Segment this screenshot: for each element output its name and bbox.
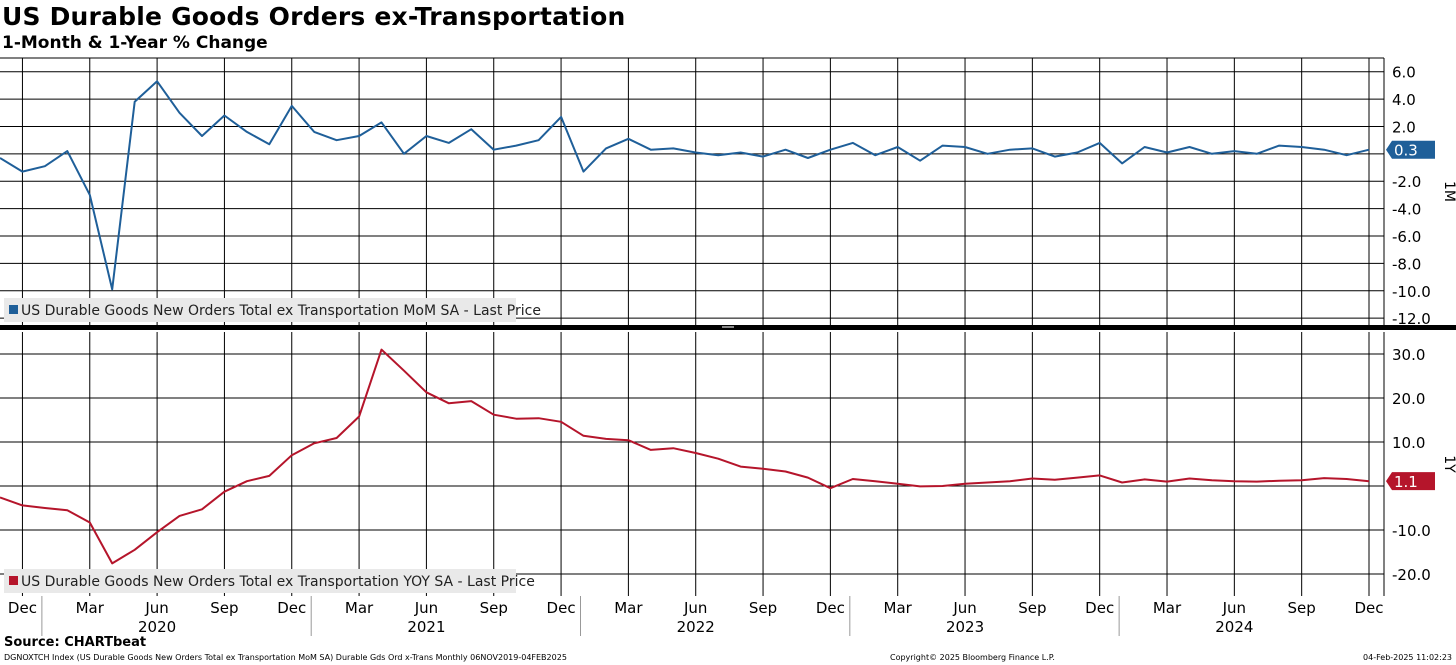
yoy-last-value-tag	[1386, 472, 1435, 491]
mom-legend-swatch	[9, 305, 18, 314]
x-tick-label: Sep	[749, 599, 777, 617]
mom-ytick-label: 2.0	[1392, 118, 1416, 136]
yoy-ytick-label: 20.0	[1392, 390, 1425, 408]
chart-subtitle: 1-Month & 1-Year % Change	[2, 33, 268, 53]
yoy-legend-swatch	[9, 576, 18, 585]
x-tick-label: Mar	[884, 599, 913, 617]
mom-panel: 6.0 4.0 2.0 -2.0 -4.0 -6.0 -8.0 -10.0 -12.0 0.3 1M…	[0, 58, 1456, 328]
yoy-panel: 30.0 20.0 10.0 -10.0 -20.0 1.1 1Y US Durable Go…	[0, 332, 1456, 596]
yoy-series-line	[0, 348, 1370, 565]
yoy-ytick-label: 30.0	[1392, 346, 1425, 364]
mom-ytick-label: 6.0	[1392, 64, 1416, 82]
mom-ytick-label: 4.0	[1392, 91, 1416, 109]
chart-title: US Durable Goods Orders ex-Transportatio…	[2, 2, 626, 31]
yoy-last-value-label: 1.1	[1394, 473, 1418, 491]
x-tick-label: Jun	[952, 599, 976, 617]
vertical-gridlines	[21, 58, 1370, 636]
mom-ytick-label: -2.0	[1392, 173, 1421, 191]
timestamp: 04-Feb-2025 11:02:23	[1363, 653, 1452, 662]
x-tick-label: Jun	[414, 599, 438, 617]
mom-ytick-label: -8.0	[1392, 255, 1421, 273]
x-tick-label: Mar	[614, 599, 643, 617]
x-tick-label: Dec	[816, 599, 845, 617]
mom-legend-label: US Durable Goods New Orders Total ex Tra…	[21, 303, 541, 319]
x-year-label: 2022	[677, 618, 715, 636]
x-tick-label: Mar	[345, 599, 374, 617]
copyright-note: Copyright© 2025 Bloomberg Finance L.P.	[890, 653, 1055, 662]
panel-resize-handle	[722, 326, 734, 328]
x-tick-label: Sep	[210, 599, 238, 617]
x-tick-label: Sep	[1288, 599, 1316, 617]
x-year-label: 2021	[407, 618, 445, 636]
x-tick-label: Jun	[144, 599, 168, 617]
x-axis: Dec Mar Jun Sep Dec Mar Jun Sep Dec Mar Jun Sep Dec M…	[8, 599, 1384, 636]
mom-ytick-label: -6.0	[1392, 228, 1421, 246]
mom-last-value-label: 0.3	[1394, 142, 1418, 160]
x-tick-label: Jun	[1222, 599, 1246, 617]
mom-series-line	[0, 80, 1370, 291]
yoy-ytick-label: -20.0	[1392, 566, 1431, 584]
yoy-legend-label: US Durable Goods New Orders Total ex Tra…	[21, 574, 535, 590]
yoy-axis-label: 1Y	[1441, 455, 1456, 473]
mom-ytick-label: -10.0	[1392, 283, 1431, 301]
yoy-ytick-label: -10.0	[1392, 522, 1431, 540]
x-tick-label: Mar	[1153, 599, 1182, 617]
mom-ytick-label: -4.0	[1392, 201, 1421, 219]
ticker-info: DGNOXTCH Index (US Durable Goods New Ord…	[4, 653, 567, 662]
x-year-label: 2020	[138, 618, 176, 636]
x-tick-label: Mar	[76, 599, 105, 617]
mom-last-value-tag	[1386, 140, 1435, 159]
source-note: Source: CHARTbeat	[4, 635, 147, 650]
x-tick-label: Sep	[480, 599, 508, 617]
x-tick-label: Dec	[8, 599, 37, 617]
x-tick-label: Dec	[1085, 599, 1114, 617]
x-tick-label: Dec	[1354, 599, 1383, 617]
x-tick-label: Jun	[683, 599, 707, 617]
mom-legend-box	[4, 298, 516, 322]
x-year-label: 2023	[946, 618, 984, 636]
x-tick-label: Dec	[277, 599, 306, 617]
x-tick-label: Sep	[1018, 599, 1046, 617]
x-year-label: 2024	[1215, 618, 1253, 636]
yoy-ytick-label: 10.0	[1392, 434, 1425, 452]
x-tick-label: Dec	[547, 599, 576, 617]
mom-ytick-label: -12.0	[1392, 310, 1431, 328]
yoy-legend-box	[4, 569, 516, 593]
mom-axis-label: 1M	[1441, 181, 1456, 202]
